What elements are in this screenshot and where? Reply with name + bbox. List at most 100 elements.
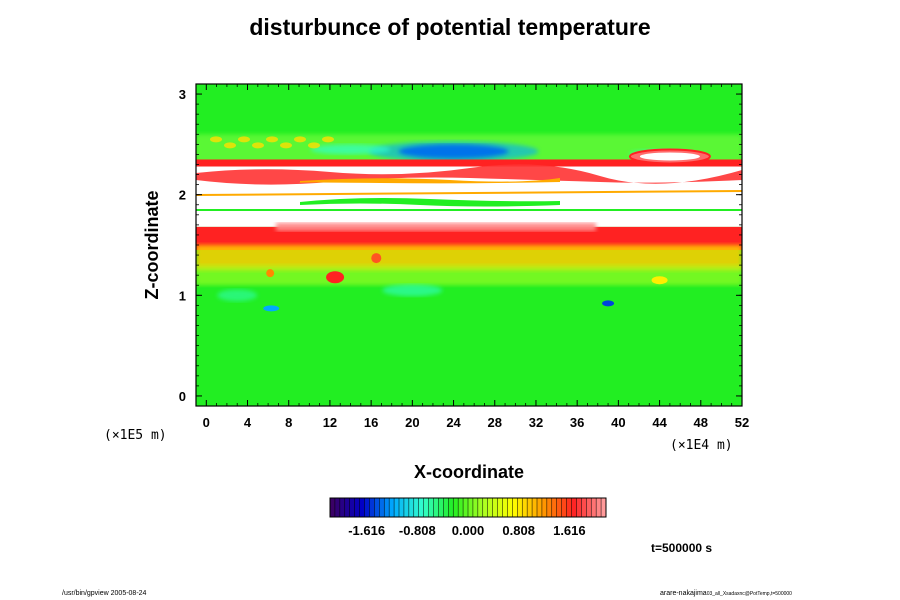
upper-warm-wave bbox=[294, 136, 306, 143]
colorbar-swatch bbox=[556, 498, 563, 517]
y-axis-title: Z-coordinate bbox=[142, 190, 162, 299]
x-tick-label: 24 bbox=[446, 415, 461, 430]
x-tick-label: 36 bbox=[570, 415, 584, 430]
colorbar-swatch bbox=[354, 498, 361, 517]
warm-blob bbox=[266, 269, 275, 278]
upper-warm-wave bbox=[308, 142, 320, 149]
colorbar-swatch bbox=[384, 498, 390, 517]
colorbar: -1.616 -0.808 0.000 0.808 1.616 bbox=[329, 497, 607, 538]
chart-title: disturbunce of potential temperature bbox=[249, 14, 651, 40]
colorbar-swatch bbox=[413, 498, 420, 517]
colorbar-swatch bbox=[369, 498, 375, 517]
cool-anomaly-halo bbox=[368, 141, 539, 162]
colorbar-frame bbox=[329, 497, 607, 518]
x-tick-label: 52 bbox=[735, 415, 749, 430]
y-axis-unit: (×1E5 m) bbox=[104, 428, 167, 443]
colorbar-swatch bbox=[522, 498, 528, 517]
colorbar-swatch bbox=[448, 498, 454, 517]
colorbar-swatch bbox=[389, 498, 395, 517]
colorbar-swatch bbox=[334, 498, 341, 517]
colorbar-swatch bbox=[399, 498, 405, 517]
colorbar-swatch bbox=[379, 498, 385, 517]
x-axis: 0 4 8 12 16 20 24 28 32 36 40 44 48 52 bbox=[203, 84, 749, 430]
colorbar-swatch bbox=[586, 498, 592, 517]
x-tick-label: 40 bbox=[611, 415, 625, 430]
colorbar-swatch bbox=[403, 498, 410, 517]
colorbar-swatch bbox=[551, 498, 558, 517]
x-axis-title: X-coordinate bbox=[414, 462, 524, 482]
colorbar-tick-label: 1.616 bbox=[553, 523, 586, 538]
colorbar-swatch bbox=[344, 498, 351, 517]
colorbar-swatch bbox=[482, 498, 489, 517]
x-tick-label: 0 bbox=[203, 415, 210, 430]
colorbar-swatch bbox=[512, 498, 518, 517]
y-axis: 0 1 2 3 bbox=[179, 87, 742, 404]
y-tick-label: 3 bbox=[179, 87, 186, 102]
red-band-upper bbox=[196, 159, 742, 167]
colorbar-swatch bbox=[601, 498, 607, 517]
colorbar-swatch bbox=[408, 498, 415, 517]
colorbar-swatch bbox=[532, 498, 538, 517]
thin-orange-streak bbox=[196, 190, 742, 196]
colorbar-swatch bbox=[472, 498, 479, 517]
time-annotation: t=500000 s bbox=[651, 541, 713, 555]
y-tick-label: 0 bbox=[179, 389, 186, 404]
colorbar-swatch bbox=[443, 498, 449, 517]
x-tick-label: 48 bbox=[694, 415, 708, 430]
warm-blob bbox=[371, 253, 382, 264]
colorbar-swatch bbox=[477, 498, 484, 517]
colorbar-swatch bbox=[394, 498, 400, 517]
colorbar-tick-label: -0.808 bbox=[399, 523, 436, 538]
colorbar-tick-label: 0.808 bbox=[502, 523, 535, 538]
colorbar-swatch bbox=[364, 498, 370, 517]
upper-warm-wave bbox=[322, 136, 334, 143]
heatmap-field bbox=[196, 84, 742, 406]
colorbar-swatch bbox=[541, 498, 548, 517]
colorbar-swatch bbox=[507, 498, 513, 517]
colorbar-tick-label: -1.616 bbox=[348, 523, 385, 538]
colorbar-swatch bbox=[591, 498, 597, 517]
colorbar-swatch bbox=[517, 498, 523, 517]
x-tick-label: 44 bbox=[652, 415, 667, 430]
x-tick-label: 20 bbox=[405, 415, 419, 430]
upper-warm-wave bbox=[266, 136, 278, 143]
colorbar-swatch bbox=[537, 498, 543, 517]
colorbar-swatch bbox=[497, 498, 503, 517]
warm-blob bbox=[326, 271, 345, 284]
x-tick-label: 32 bbox=[529, 415, 543, 430]
colorbar-swatch bbox=[453, 498, 459, 517]
upper-warm-wave bbox=[210, 136, 222, 143]
colorbar-swatch bbox=[487, 498, 494, 517]
colorbar-swatch bbox=[566, 498, 572, 517]
x-axis-unit: (×1E4 m) bbox=[670, 438, 733, 453]
cool-blob bbox=[263, 305, 280, 312]
colorbar-swatch bbox=[423, 498, 430, 517]
y-tick-label: 1 bbox=[179, 288, 186, 303]
colorbar-swatch bbox=[561, 498, 568, 517]
colorbar-swatch bbox=[468, 498, 474, 517]
wavy-warm-line-2 bbox=[299, 178, 560, 184]
footer-right-sub: 03_all_Xsadaxnc@PotTemp,t=500000 bbox=[706, 591, 792, 597]
colorbar-swatch bbox=[576, 498, 582, 517]
colorbar-swatch bbox=[339, 498, 346, 517]
colorbar-swatch bbox=[418, 498, 425, 517]
colorbar-swatch bbox=[546, 498, 553, 517]
cool-streak-left bbox=[310, 144, 391, 155]
colorbar-swatch bbox=[428, 498, 434, 517]
warm-blob bbox=[651, 276, 668, 285]
upper-warm-wave bbox=[224, 142, 236, 149]
colorbar-swatch bbox=[502, 498, 508, 517]
colorbar-swatch bbox=[458, 498, 464, 517]
colorbar-swatch bbox=[571, 498, 577, 517]
mid-green-streak bbox=[300, 198, 560, 207]
colorbar-swatch bbox=[349, 498, 356, 517]
colorbar-swatch bbox=[492, 498, 499, 517]
colorbar-swatch bbox=[330, 498, 336, 517]
colorbar-swatch bbox=[433, 498, 439, 517]
footer-left-text: /usr/bin/gpview 2005-08-24 bbox=[62, 590, 147, 597]
footer-right-text: arare-nakajima03_all_Xsadaxnc@PotTemp,t=… bbox=[660, 590, 792, 597]
colorbar-tick-label: 0.000 bbox=[452, 523, 485, 538]
warm-layer-top bbox=[276, 222, 596, 231]
cool-streak bbox=[382, 284, 443, 297]
